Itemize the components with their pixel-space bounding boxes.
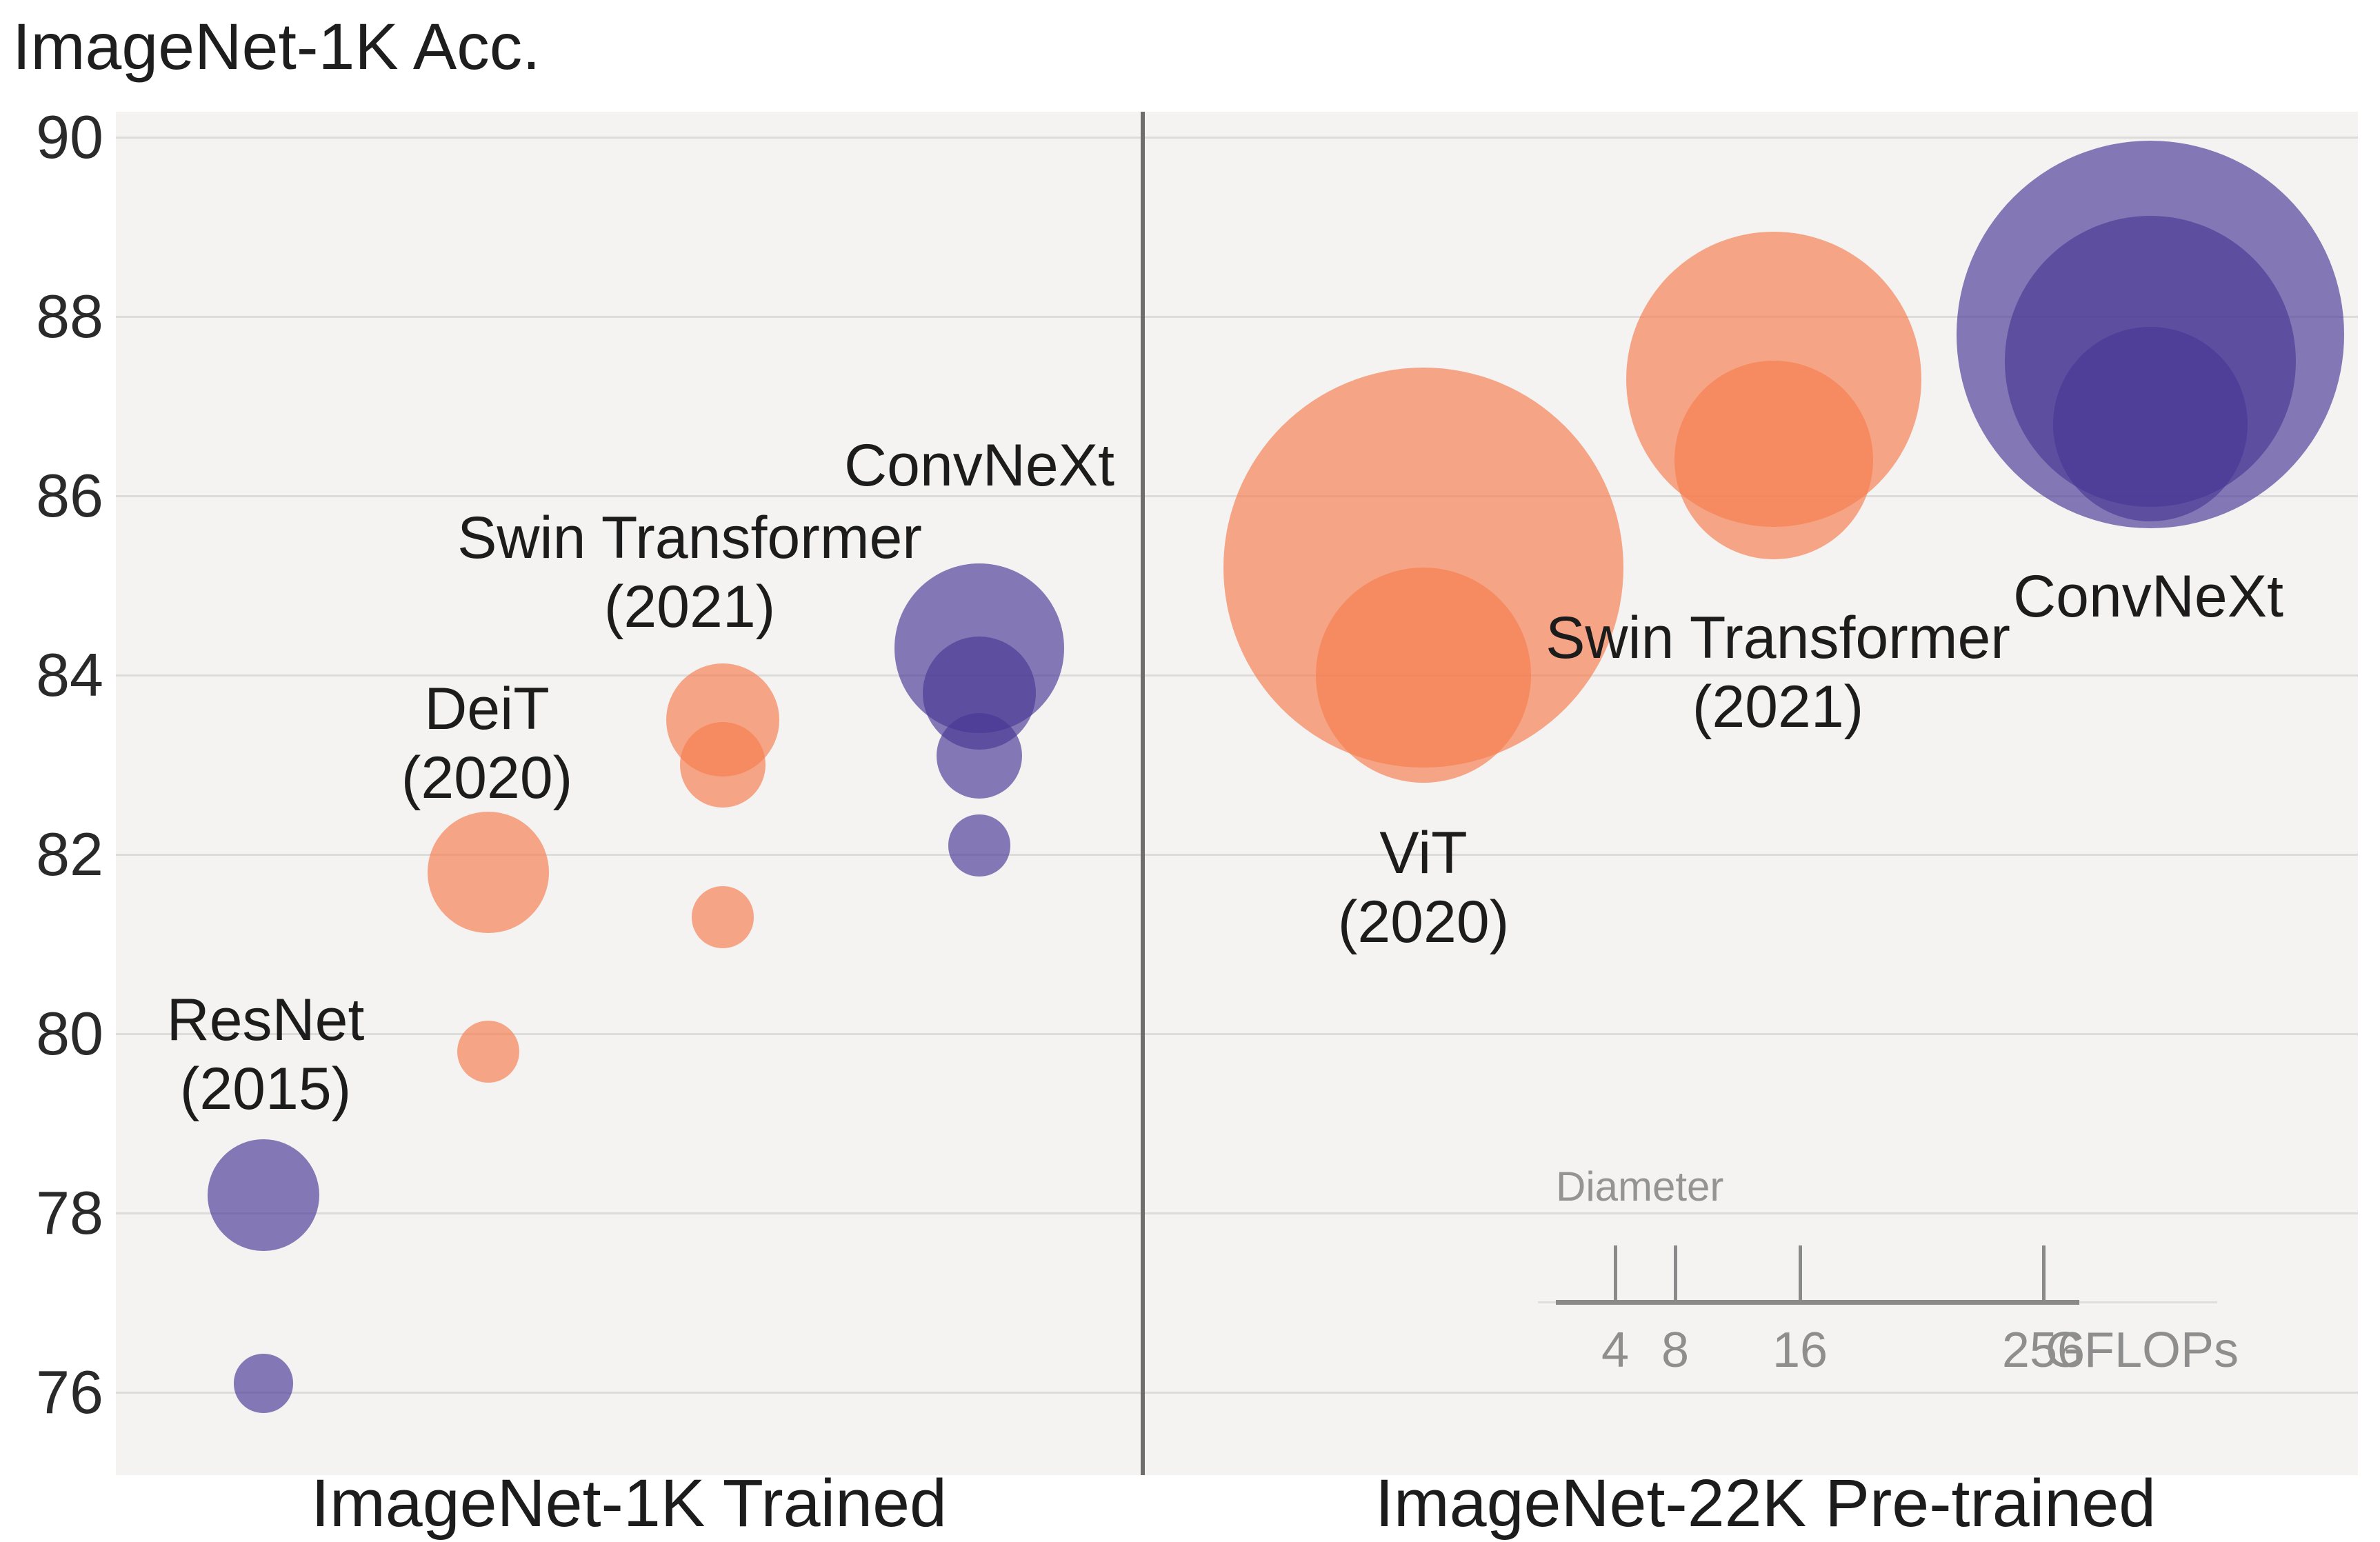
gridline-90 <box>116 136 2358 139</box>
cluster-label-swin-transformer: Swin Transformer (2021) <box>457 505 922 640</box>
legend-tick-256 <box>2042 1245 2046 1302</box>
bubble-convnext-s-1k <box>937 713 1022 799</box>
gridline-78 <box>116 1212 2358 1214</box>
cluster-label-convnext: ConvNeXt <box>844 432 1114 499</box>
gridline-80 <box>116 1032 2358 1035</box>
bubble-convnext-t-1k <box>948 814 1010 877</box>
y-tick-86: 86 <box>36 461 103 530</box>
legend-axis-line <box>1556 1300 2079 1305</box>
y-tick-84: 84 <box>36 641 103 709</box>
legend-tick-label-16: 16 <box>1772 1323 1828 1378</box>
y-tick-76: 76 <box>36 1358 103 1426</box>
bubble-deit-s-1k <box>457 1020 520 1083</box>
gridline-76 <box>116 1391 2358 1394</box>
bubble-resnet-50-1k <box>234 1354 293 1413</box>
legend-tick-label-4: 4 <box>1601 1323 1630 1378</box>
bubble-deit-b-1k <box>428 812 549 933</box>
bubble-convnext-b-22k <box>2052 326 2248 522</box>
legend-tick-label-8: 8 <box>1661 1323 1690 1378</box>
panel-label-imagenet-22k-pretrained: ImageNet-22K Pre-trained <box>1374 1465 2157 1541</box>
panel-label-imagenet-1k-trained: ImageNet-1K Trained <box>311 1465 947 1541</box>
bubble-swin-b-22k <box>1674 361 1873 559</box>
y-axis-title: ImageNet-1K Acc. <box>12 10 541 83</box>
cluster-label-vit: ViT (2020) <box>1337 820 1510 955</box>
y-tick-88: 88 <box>36 282 103 350</box>
gridline-84 <box>116 674 2358 677</box>
bubble-vit-b-16-22k <box>1315 567 1532 783</box>
legend-tick-label-256: 256 <box>2001 1323 2086 1378</box>
gridline-82 <box>116 853 2358 856</box>
y-tick-82: 82 <box>36 820 103 888</box>
y-tick-80: 80 <box>36 999 103 1068</box>
y-tick-78: 78 <box>36 1179 103 1247</box>
legend-tick-8 <box>1674 1245 1677 1302</box>
gridline-88 <box>116 315 2358 318</box>
cluster-label-swin-transformer: Swin Transformer (2021) <box>1546 605 2010 740</box>
y-tick-90: 90 <box>36 103 103 171</box>
legend-title: Diameter <box>1556 1163 1724 1210</box>
panel-divider <box>1141 112 1145 1475</box>
cluster-label-resnet: ResNet (2015) <box>166 987 365 1122</box>
legend-tick-4 <box>1614 1245 1617 1302</box>
legend-unit-label: GFLOPs <box>2045 1323 2239 1378</box>
bubble-swin-s-1k <box>680 722 766 808</box>
bubble-resnet-200-1k <box>207 1139 320 1252</box>
cluster-label-deit: DeiT (2020) <box>401 676 573 811</box>
bubble-swin-t-1k <box>692 886 754 948</box>
legend-tick-16 <box>1799 1245 1802 1302</box>
cluster-label-convnext: ConvNeXt <box>2013 563 2283 630</box>
